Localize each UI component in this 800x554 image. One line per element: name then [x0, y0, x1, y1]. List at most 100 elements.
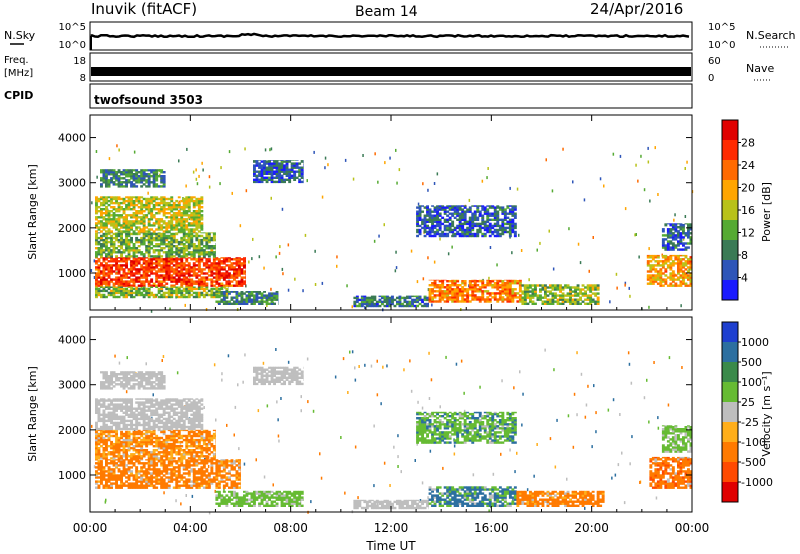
- scatter-cell: [456, 288, 460, 291]
- scatter-cell: [195, 482, 199, 485]
- scatter-cell: [120, 274, 123, 277]
- scatter-cell: [386, 298, 389, 302]
- speckle-mark: [463, 409, 466, 413]
- scatter-cell: [677, 278, 680, 281]
- scatter-cell: [137, 272, 141, 275]
- speckle-mark: [430, 378, 433, 382]
- scatter-cell: [167, 197, 171, 201]
- scatter-cell: [180, 222, 184, 225]
- speckle-mark: [270, 196, 272, 200]
- speckle-mark: [389, 156, 391, 160]
- scatter-cell: [105, 459, 108, 461]
- scatter-cell: [363, 295, 367, 298]
- scatter-cell: [235, 282, 239, 285]
- scatter-cell: [162, 276, 166, 279]
- scatter-cell: [228, 272, 231, 275]
- scatter-cell: [240, 278, 244, 281]
- scatter-cell: [513, 206, 517, 209]
- scatter-cell: [529, 284, 532, 287]
- scatter-cell: [679, 224, 683, 227]
- scatter-cell: [182, 218, 186, 221]
- scatter-cell: [120, 177, 123, 180]
- scatter-cell: [110, 293, 113, 297]
- scatter-cell: [177, 232, 181, 234]
- scatter-cell: [288, 160, 292, 161]
- scatter-cell: [160, 282, 164, 285]
- scatter-cell: [160, 236, 164, 240]
- scatter-cell: [225, 291, 229, 295]
- scatter-cell: [145, 245, 149, 248]
- scatter-cell: [167, 224, 171, 227]
- scatter-cell: [263, 170, 266, 173]
- scatter-cell: [501, 290, 505, 293]
- scatter-cell: [677, 258, 680, 261]
- scatter-cell: [513, 214, 517, 217]
- scatter-cell: [433, 226, 437, 230]
- scatter-cell: [406, 304, 409, 308]
- scatter-cell: [142, 169, 146, 172]
- scatter-cell: [358, 304, 362, 308]
- speckle-mark: [587, 384, 589, 388]
- speckle-mark: [188, 217, 191, 221]
- scatter-cell: [162, 459, 166, 461]
- scatter-cell: [187, 293, 191, 297]
- scatter-cell: [150, 482, 154, 485]
- scatter-cell: [300, 174, 304, 177]
- scatter-cell: [112, 196, 116, 199]
- scatter-cell: [117, 476, 121, 479]
- scatter-cell: [185, 287, 189, 291]
- scatter-cell: [433, 220, 437, 223]
- scatter-cell: [651, 278, 655, 281]
- scatter-cell: [187, 480, 191, 483]
- scatter-cell: [388, 304, 392, 308]
- scatter-cell: [508, 296, 512, 299]
- scatter-cell: [215, 287, 219, 291]
- scatter-cell: [110, 245, 113, 248]
- scatter-cell: [185, 258, 189, 261]
- scatter-cell: [182, 247, 186, 250]
- scatter-cell: [130, 286, 133, 288]
- scatter-cell: [185, 226, 189, 229]
- scatter-cell: [187, 216, 191, 219]
- scatter-cell: [508, 288, 512, 291]
- scatter-cell: [486, 280, 490, 283]
- scatter-cell: [172, 289, 176, 293]
- colorbar-tick-label: 20: [741, 182, 755, 195]
- scatter-cell: [546, 300, 550, 303]
- scatter-cell: [125, 230, 128, 233]
- scatter-cell: [170, 287, 174, 291]
- scatter-cell: [368, 298, 372, 302]
- scatter-cell: [498, 234, 502, 238]
- scatter-cell: [105, 206, 108, 209]
- scatter-cell: [493, 218, 497, 221]
- scatter-cell: [127, 179, 131, 182]
- scatter-cell: [666, 244, 670, 247]
- scatter-cell: [666, 246, 670, 249]
- scatter-cell: [190, 484, 194, 487]
- scatter-cell: [508, 292, 512, 295]
- scatter-cell: [225, 264, 229, 267]
- scatter-cell: [192, 258, 196, 261]
- scatter-cell: [506, 280, 510, 283]
- speckle-mark: [376, 393, 379, 397]
- scatter-cell: [127, 220, 131, 223]
- scatter-cell: [135, 289, 139, 293]
- scatter-cell: [137, 212, 141, 215]
- scatter-cell: [95, 472, 98, 475]
- scatter-cell: [217, 482, 221, 485]
- speckle-mark: [627, 351, 630, 355]
- scatter-cell: [207, 264, 211, 267]
- scatter-cell: [451, 222, 455, 226]
- speckle-mark: [486, 176, 488, 180]
- scatter-cell: [225, 289, 229, 293]
- speckle-mark: [410, 389, 413, 393]
- scatter-cell: [147, 460, 151, 463]
- scatter-cell: [122, 284, 126, 287]
- scatter-cell: [456, 290, 460, 293]
- scatter-cell: [466, 296, 470, 299]
- scatter-cell: [162, 183, 166, 186]
- scatter-cell: [140, 276, 144, 279]
- scatter-cell: [677, 232, 680, 235]
- scatter-cell: [428, 230, 432, 234]
- scatter-cell: [185, 278, 189, 281]
